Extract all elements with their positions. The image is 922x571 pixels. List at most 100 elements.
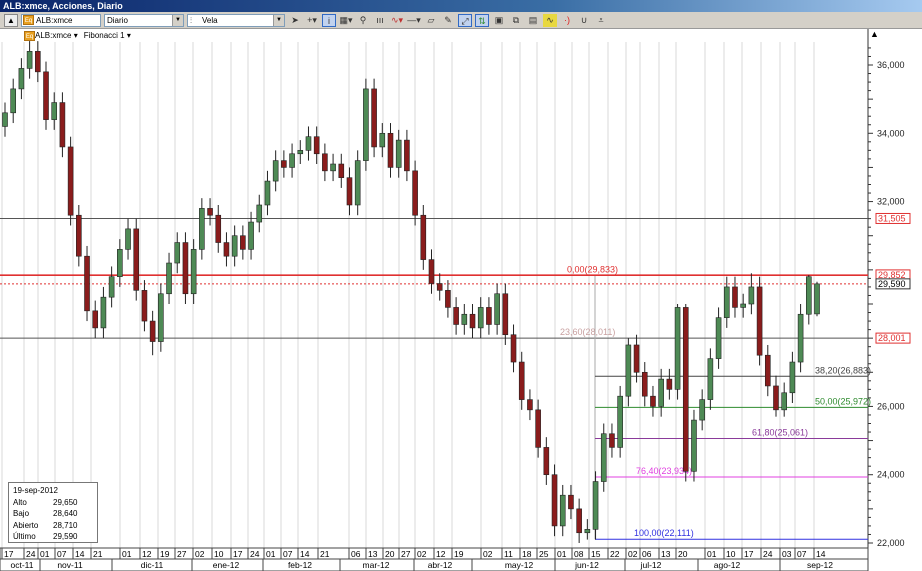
study-menu[interactable]: Fibonacci 1 ▾	[83, 31, 131, 40]
indicator-icon[interactable]: ∿▾	[390, 14, 404, 25]
candle-body	[117, 249, 123, 277]
draw-icon[interactable]: ✎	[444, 14, 452, 25]
day-label: 17	[4, 549, 14, 559]
day-label: 12	[142, 549, 152, 559]
candle-body	[125, 228, 131, 250]
data-window: 19-sep-2012 Alto 29,650 Bajo 28,640 Abiert…	[8, 482, 98, 543]
symbol-input[interactable]: Eq ALB:xmce	[21, 13, 101, 27]
autoscale-icon[interactable]: ⤢	[458, 13, 472, 27]
copy-icon[interactable]: ⧉	[512, 14, 520, 25]
candle-body	[371, 88, 377, 148]
candle	[281, 150, 287, 178]
candle-body	[666, 378, 673, 390]
candle-icon: ⫶	[190, 15, 192, 25]
day-label: 11	[504, 549, 513, 559]
candle-body	[305, 136, 312, 151]
day-label: 18	[522, 549, 532, 559]
day-label: 22	[610, 549, 620, 559]
chart-symbol-menu[interactable]: Eq ALB:xmce ▾	[24, 31, 78, 41]
day-label: 19	[454, 549, 464, 559]
price-label-box	[875, 212, 911, 224]
fibonacci-level-label: 100,00(22,111)	[634, 528, 694, 538]
candle-body	[387, 132, 394, 168]
zoom-icon[interactable]: ⚲	[359, 14, 367, 25]
candle-body	[756, 286, 763, 356]
compare-icon[interactable]: ⇅	[475, 13, 489, 27]
candle	[371, 78, 377, 158]
candle	[805, 274, 812, 325]
candle	[338, 153, 345, 188]
day-label: 10	[214, 549, 224, 559]
magnet-icon[interactable]: ∪	[580, 14, 588, 25]
volume-bars-icon[interactable]: ııı	[376, 14, 384, 25]
candle	[404, 129, 410, 182]
candle	[289, 143, 295, 178]
candle-body	[166, 262, 172, 295]
candle-body	[699, 399, 705, 421]
day-label: 02	[417, 549, 427, 559]
candle-body	[436, 283, 443, 291]
candle-body	[600, 433, 607, 482]
day-label: 14	[816, 549, 826, 559]
info-icon[interactable]: i	[322, 13, 336, 27]
candle-body	[51, 102, 58, 120]
candle-body	[322, 153, 328, 172]
sound-icon[interactable]: ·)	[564, 14, 570, 25]
candle	[486, 297, 492, 335]
info-row-low: Bajo 28,640	[13, 508, 93, 520]
candle	[108, 266, 115, 308]
candle-body	[420, 214, 427, 260]
candle-body	[84, 255, 90, 312]
info-row-last: Último 29,590	[13, 531, 93, 543]
more-icon[interactable]: ⩡	[598, 14, 604, 25]
month-label: jul-12	[640, 560, 662, 570]
candle-body	[609, 433, 615, 448]
day-label: 12	[436, 549, 446, 559]
price-label-box	[875, 332, 911, 344]
y-tick-label: 34,000	[877, 128, 905, 138]
template-icon[interactable]: ▣	[494, 14, 504, 25]
info-label: Abierto	[13, 520, 39, 530]
collapse-icon[interactable]: ▲	[4, 13, 18, 27]
candle	[199, 198, 205, 260]
candle	[756, 276, 763, 366]
chart-icon[interactable]: ∿	[543, 13, 557, 27]
info-date: 19-sep-2012	[13, 486, 58, 495]
candle	[436, 273, 443, 301]
candle-body	[650, 395, 656, 407]
candle-body	[264, 180, 271, 206]
candle	[773, 375, 779, 417]
day-label: 07	[57, 549, 67, 559]
candle-body	[26, 51, 33, 69]
y-tick-label: 22,000	[877, 538, 905, 548]
day-label: 17	[233, 549, 243, 559]
candle	[166, 252, 172, 304]
candle	[256, 194, 263, 233]
eraser-icon[interactable]: ▱	[427, 14, 435, 25]
y-tick-label: 32,000	[877, 197, 905, 207]
month-label: dic-11	[141, 560, 164, 570]
candle-body	[633, 344, 640, 373]
fibonacci-level-label: 76,40(23,934)	[636, 466, 692, 476]
grid-icon[interactable]: ▦▾	[339, 14, 353, 25]
month-label: mar-12	[363, 560, 390, 570]
price-label-box	[875, 278, 911, 290]
candle-body	[453, 307, 459, 325]
day-label: 24	[763, 549, 773, 559]
day-label: 27	[401, 549, 411, 559]
info-label: Bajo	[13, 509, 30, 518]
period-select[interactable]: Diario ▼	[104, 13, 184, 27]
line-icon[interactable]: —▾	[407, 14, 421, 25]
candle	[666, 368, 673, 400]
candle-body	[551, 474, 558, 527]
candle-body	[518, 361, 525, 400]
cursor-icon[interactable]: ➤	[291, 14, 299, 25]
crosshair-icon[interactable]: +▾	[307, 14, 317, 25]
chart-type-select[interactable]: ⫶ Vela ▼	[187, 13, 285, 27]
month-label: abr-12	[428, 560, 453, 570]
save-icon[interactable]: ▤	[528, 14, 538, 25]
candle	[682, 304, 689, 482]
candle	[764, 344, 771, 397]
day-label: 01	[266, 549, 276, 559]
